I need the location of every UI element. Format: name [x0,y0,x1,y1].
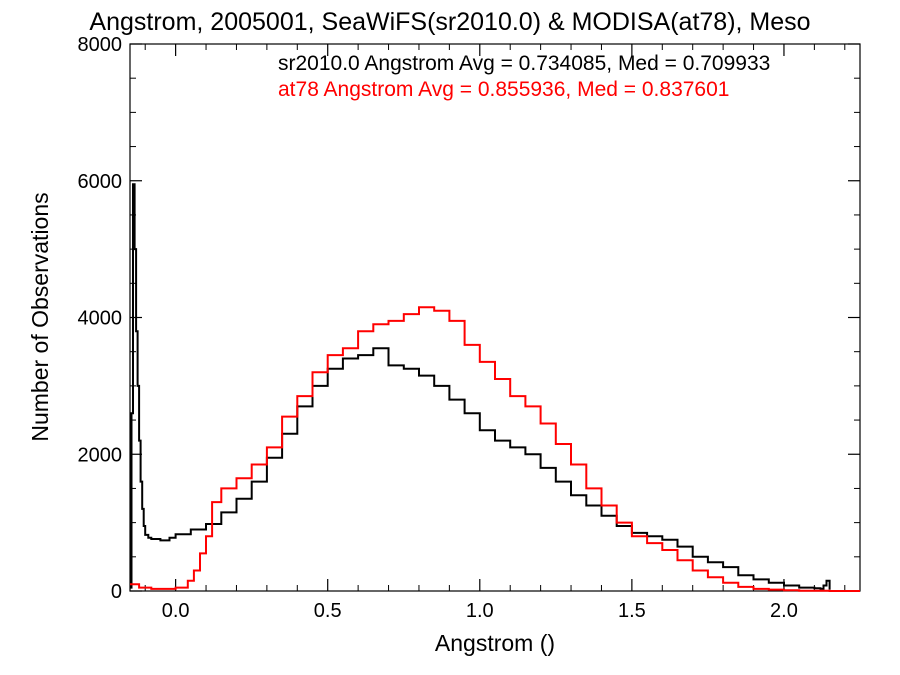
y-tick-label: 8000 [78,34,123,56]
axis-ticks [130,43,860,592]
x-tick-label: 0.0 [162,600,190,622]
x-tick-label: 2.0 [770,600,798,622]
y-tick-label: 0 [111,581,122,603]
x-tick-label: 1.5 [618,600,646,622]
y-tick-label: 6000 [78,171,123,193]
series-black-sr2010-line [130,183,831,590]
series-red-at78-line [130,306,860,592]
y-axis-label: Number of Observations [27,192,53,441]
annotation-red-series-stats: at78 Angstrom Avg = 0.855936, Med = 0.83… [278,78,729,101]
y-tick-label: 2000 [78,444,123,466]
x-axis-label: Angstrom () [435,630,555,656]
x-tick-label: 1.0 [466,600,494,622]
x-tick-label: 0.5 [314,600,342,622]
y-tick-label: 4000 [78,308,123,330]
annotation-black-series-stats: sr2010.0 Angstrom Avg = 0.734085, Med = … [278,52,770,75]
plot-frame [129,43,861,592]
chart-title: Angstrom, 2005001, SeaWiFS(sr2010.0) & M… [89,8,810,36]
axis-tick-labels: 0.0 0.5 1.0 1.5 2.0 0 2000 4000 6000 8000 [78,34,798,622]
series-layer [130,183,860,592]
